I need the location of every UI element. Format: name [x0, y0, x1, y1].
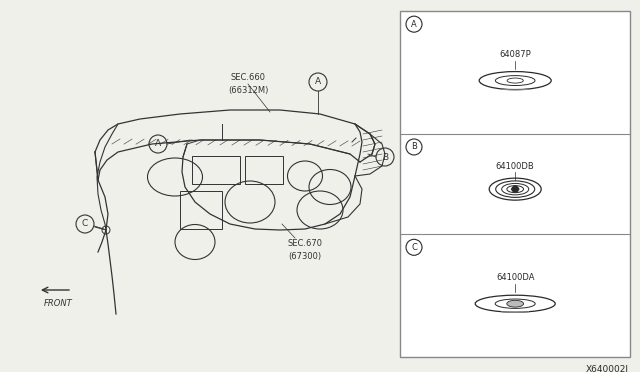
Circle shape	[512, 186, 518, 192]
Text: 64100DA: 64100DA	[496, 273, 534, 282]
Text: C: C	[411, 243, 417, 252]
Text: A: A	[155, 140, 161, 148]
Text: A: A	[315, 77, 321, 87]
Bar	[180, 191, 222, 229]
Text: C: C	[82, 219, 88, 228]
Text: X640002J: X640002J	[586, 365, 628, 372]
Text: SEC.670: SEC.670	[287, 240, 323, 248]
Text: SEC.660: SEC.660	[230, 73, 266, 81]
Text: 64087P: 64087P	[499, 50, 531, 59]
Text: B: B	[411, 142, 417, 151]
Text: (67300): (67300)	[289, 251, 321, 260]
Ellipse shape	[507, 300, 524, 307]
Text: 64100DB: 64100DB	[496, 162, 534, 171]
Bar	[245, 156, 283, 184]
Bar	[192, 156, 240, 184]
Text: B: B	[382, 153, 388, 161]
Bar	[400, 11, 630, 357]
Text: A: A	[411, 20, 417, 29]
Text: FRONT: FRONT	[44, 299, 72, 308]
Text: (66312M): (66312M)	[228, 86, 268, 94]
